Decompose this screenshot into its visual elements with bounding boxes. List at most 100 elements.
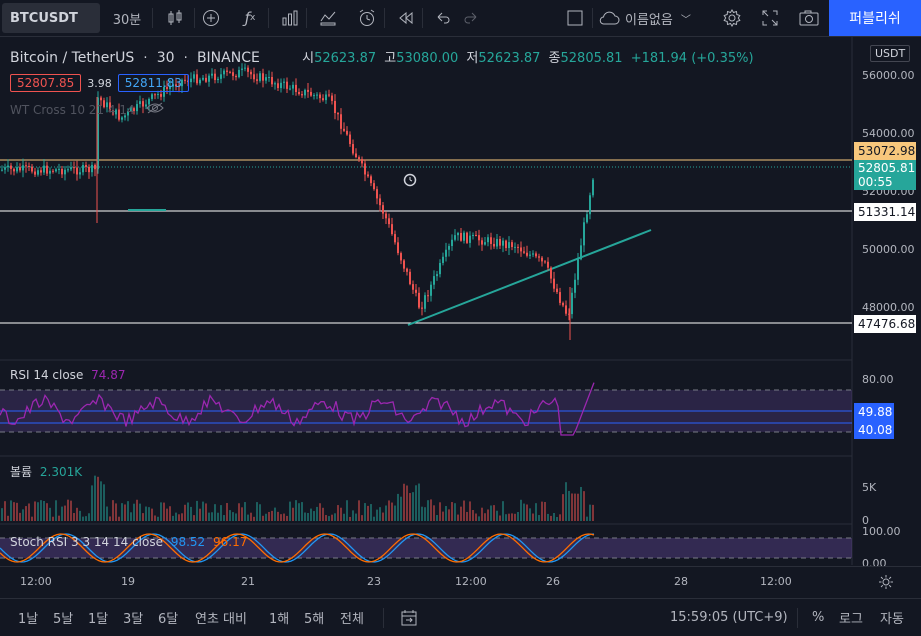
candle-body: [577, 259, 579, 280]
volume-bar: [259, 504, 261, 521]
undo-icon[interactable]: [430, 0, 456, 36]
templates-icon[interactable]: [314, 0, 342, 36]
candle-body: [370, 176, 372, 184]
candle-body: [130, 108, 132, 111]
candle-body: [457, 232, 459, 236]
volume-bar: [223, 515, 225, 521]
high-label: 고: [384, 51, 397, 66]
settings-gear-icon[interactable]: [718, 0, 746, 36]
candle-body: [220, 74, 222, 79]
volume-bar: [574, 493, 576, 521]
candle-body: [235, 75, 237, 78]
candle-body: [121, 117, 123, 120]
volume-bar: [559, 514, 561, 521]
candle-body: [538, 256, 540, 258]
range-ytd-button[interactable]: 연초 대비: [195, 599, 247, 636]
log-scale-button[interactable]: 로그: [839, 599, 863, 636]
candle-body: [406, 268, 408, 272]
candle-body: [328, 94, 330, 96]
volume-bar: [523, 503, 525, 521]
stoch-d-value: 96.17: [213, 535, 248, 549]
candle-body: [82, 165, 84, 173]
candle-body: [316, 94, 318, 96]
candle-body: [286, 81, 288, 89]
ask-box[interactable]: 52811.83: [117, 74, 190, 92]
financials-icon[interactable]: [276, 0, 304, 36]
candle-body: [547, 261, 549, 268]
layout-menu-button[interactable]: 이름없음 ﹀: [598, 0, 708, 36]
camera-snapshot-icon[interactable]: [794, 0, 824, 36]
candle-body: [367, 174, 369, 177]
auto-scale-button[interactable]: 자동: [880, 599, 904, 636]
candle-body: [445, 249, 447, 257]
currency-badge[interactable]: USDT: [870, 45, 911, 62]
candle-body: [301, 94, 303, 96]
replay-icon[interactable]: [392, 0, 420, 36]
candle-body: [589, 195, 591, 215]
alert-clock-icon[interactable]: [352, 0, 382, 36]
candle-body: [43, 165, 45, 173]
range-all-button[interactable]: 전체: [340, 599, 364, 636]
interval-label: 30분: [112, 12, 142, 28]
go-to-date-icon[interactable]: [400, 599, 418, 636]
volume-bar: [541, 501, 543, 521]
range-1d-button[interactable]: 1날: [18, 599, 38, 636]
volume-bar: [19, 512, 21, 521]
candle-body: [451, 239, 453, 247]
candle-body: [565, 305, 567, 314]
time-tick: 12:00: [760, 575, 792, 588]
volume-value: 2.301K: [39, 465, 83, 479]
range-5d-button[interactable]: 5날: [53, 599, 73, 636]
range-3m-button[interactable]: 3달: [123, 599, 143, 636]
candle-body: [448, 246, 450, 250]
volume-bar: [442, 511, 444, 521]
candle-body: [481, 240, 483, 245]
chart-canvas[interactable]: [0, 37, 921, 565]
range-6m-button[interactable]: 6달: [158, 599, 178, 636]
candle-body: [1, 169, 3, 171]
candle-body: [331, 95, 333, 101]
volume-bar: [400, 496, 402, 521]
redo-icon[interactable]: [458, 0, 484, 36]
bid-box[interactable]: 52807.85: [10, 74, 82, 92]
volume-bar: [121, 503, 123, 521]
candle-style-icon[interactable]: [158, 0, 192, 36]
axis-settings-icon[interactable]: [878, 574, 894, 594]
volume-bar: [304, 512, 306, 521]
range-1m-button[interactable]: 1달: [88, 599, 108, 636]
range-1y-button[interactable]: 1해: [269, 599, 289, 636]
chevron-down-icon: ﹀: [680, 14, 691, 26]
hidden-indicator-legend[interactable]: WT Cross 10 21 4 14: [10, 102, 165, 117]
volume-bar: [358, 500, 360, 521]
percent-scale-button[interactable]: %: [812, 599, 824, 636]
candle-body: [97, 97, 99, 170]
symbol-search-button[interactable]: BTCUSDT: [2, 3, 100, 33]
volume-bar: [241, 507, 243, 521]
candle-body: [544, 261, 546, 263]
eye-hidden-icon[interactable]: [146, 102, 165, 117]
volume-bar: [397, 493, 399, 521]
volume-bar: [91, 485, 93, 521]
range-5y-button[interactable]: 5해: [304, 599, 324, 636]
interval-button[interactable]: 30분: [104, 0, 150, 36]
volume-bar: [73, 513, 75, 521]
volume-bar: [445, 506, 447, 521]
publish-button[interactable]: 퍼블리쉬: [829, 0, 921, 36]
volume-bar: [586, 516, 588, 521]
chart-area[interactable]: Bitcoin / TetherUS · 30 · BINANCE 시52623…: [0, 37, 921, 570]
candle-body: [196, 74, 198, 84]
volume-bar: [370, 504, 372, 521]
candle-body: [505, 240, 507, 249]
volume-bar: [514, 513, 516, 521]
fullscreen-icon[interactable]: [756, 0, 784, 36]
volume-bar: [391, 502, 393, 521]
candle-body: [553, 278, 555, 289]
volume-bar: [130, 512, 132, 521]
candle-body: [268, 77, 270, 79]
fullscreen-layout-icon[interactable]: [562, 0, 588, 36]
candle-body: [508, 242, 510, 249]
time-axis[interactable]: 12:00 19 21 23 12:00 26 28 12:00: [0, 566, 921, 597]
timezone-button[interactable]: 15:59:05 (UTC+9): [670, 599, 788, 636]
add-indicator-icon[interactable]: [198, 0, 224, 36]
